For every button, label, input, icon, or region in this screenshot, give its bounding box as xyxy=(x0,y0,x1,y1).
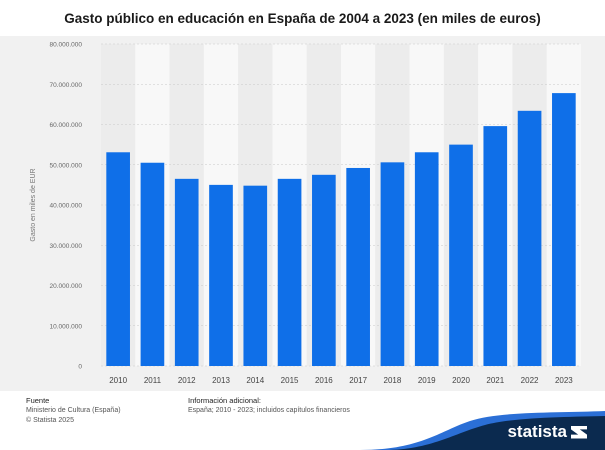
source-block: Fuente Ministerio de Cultura (España) © … xyxy=(26,396,121,426)
bar[interactable] xyxy=(106,152,130,366)
bar[interactable] xyxy=(140,162,165,366)
y-tick-label: 10.000.000 xyxy=(49,323,82,330)
x-tick-label: 2023 xyxy=(555,376,573,385)
bar[interactable] xyxy=(483,126,508,366)
bar-chart: 0 10.000.000 20.000.000 30.000.000 40.000.00… xyxy=(30,42,581,385)
x-tick-label: 2011 xyxy=(144,376,162,385)
y-tick-label: 0 xyxy=(78,364,82,371)
x-tick-label: 2012 xyxy=(178,376,196,385)
x-tick-label: 2016 xyxy=(315,376,333,385)
chart-panel: 0 10.000.000 20.000.000 30.000.000 40.000.00… xyxy=(0,36,605,391)
bar[interactable] xyxy=(517,110,542,366)
info-block: Información adicional: España; 2010 - 20… xyxy=(188,396,350,416)
x-tick-label: 2010 xyxy=(109,376,127,385)
bar[interactable] xyxy=(312,174,336,366)
x-tick-label: 2019 xyxy=(418,376,436,385)
wave-dark xyxy=(385,416,605,450)
y-tick-label: 70.000.000 xyxy=(49,82,82,89)
bar[interactable] xyxy=(277,178,302,366)
source-heading: Fuente xyxy=(26,396,50,405)
bar[interactable] xyxy=(243,185,268,366)
y-tick-label: 80.000.000 xyxy=(49,42,82,49)
y-axis-label: Gasto en miles de EUR xyxy=(30,168,37,241)
x-tick-label: 2017 xyxy=(349,376,367,385)
x-tick-label: 2022 xyxy=(521,376,539,385)
bar[interactable] xyxy=(346,167,370,366)
statista-mark-icon xyxy=(571,425,587,439)
footer-wave xyxy=(360,411,605,450)
brand-text: statista xyxy=(507,422,567,441)
bar[interactable] xyxy=(449,144,473,366)
info-heading: Información adicional: xyxy=(188,396,261,405)
y-tick-label: 60.000.000 xyxy=(49,122,82,129)
chart-title: Gasto público en educación en España de … xyxy=(64,11,541,26)
bar[interactable] xyxy=(174,178,199,366)
x-tick-label: 2018 xyxy=(384,376,402,385)
bar[interactable] xyxy=(380,162,405,366)
x-tick-label: 2021 xyxy=(486,376,504,385)
copyright-line[interactable]: © Statista 2025 xyxy=(26,417,74,424)
x-tick-label: 2014 xyxy=(246,376,264,385)
bar[interactable] xyxy=(414,152,439,366)
x-tick-label: 2013 xyxy=(212,376,230,385)
bar[interactable] xyxy=(209,184,233,366)
footer: Fuente Ministerio de Cultura (España) © … xyxy=(0,391,605,450)
y-tick-label: 20.000.000 xyxy=(49,283,82,290)
statista-logo[interactable]: statista xyxy=(507,422,587,442)
y-tick-label: 30.000.000 xyxy=(49,243,82,250)
x-tick-label: 2015 xyxy=(281,376,299,385)
bar[interactable] xyxy=(552,93,576,367)
y-tick-label: 40.000.000 xyxy=(49,203,82,210)
x-tick-label: 2020 xyxy=(452,376,470,385)
source-line: Ministerio de Cultura (España) xyxy=(26,407,121,414)
info-line: España; 2010 - 2023; incluidos capítulos… xyxy=(188,407,350,414)
y-tick-label: 50.000.000 xyxy=(49,162,82,169)
